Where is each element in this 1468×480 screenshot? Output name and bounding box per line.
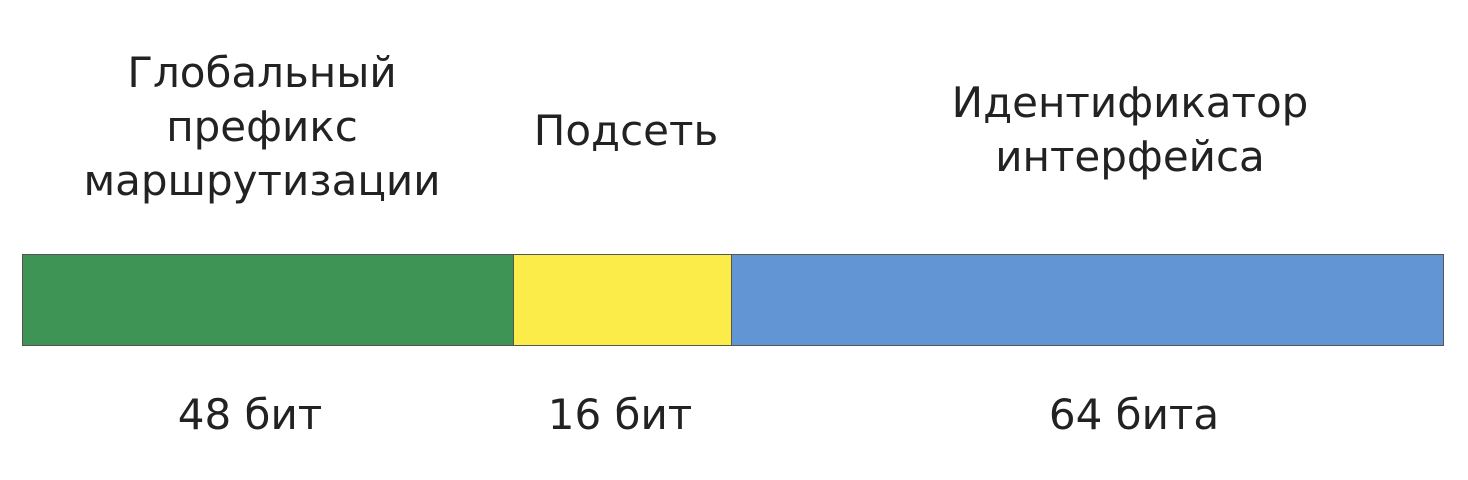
routing-prefix-bits: 48 бит <box>177 390 323 439</box>
routing-prefix-segment <box>22 254 514 346</box>
interface-id-bits: 64 бита <box>1048 390 1220 439</box>
routing-prefix-title: Глобальный префикс маршрутизации <box>83 48 441 205</box>
interface-id-title: Идентификатор интерфейса <box>951 78 1309 181</box>
subnet-bits: 16 бит <box>547 390 693 439</box>
address-bar <box>22 254 1444 346</box>
subnet-segment <box>514 254 732 346</box>
subnet-title: Подсеть <box>533 106 719 155</box>
interface-id-segment <box>732 254 1444 346</box>
